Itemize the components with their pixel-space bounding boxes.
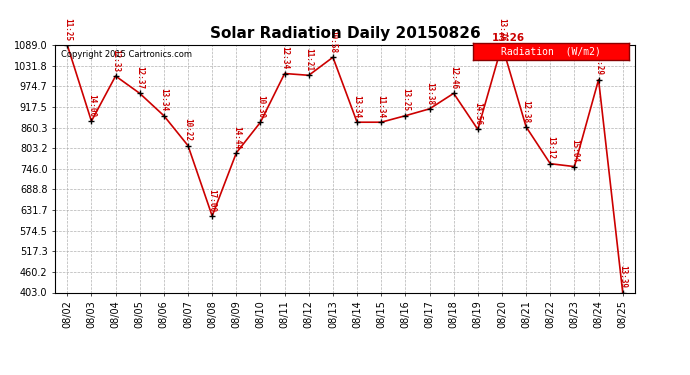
Text: 15:04: 15:04 [570,139,579,162]
Text: 13:38: 13:38 [425,82,434,105]
Text: 11:21: 11:21 [304,48,313,71]
Text: 13:12: 13:12 [546,136,555,159]
Text: 12:38: 12:38 [522,100,531,123]
Text: 11:34: 11:34 [377,95,386,118]
Text: 10:22: 10:22 [184,118,193,141]
Text: 10:30: 10:30 [256,95,265,118]
Text: 10:58: 10:58 [328,30,337,53]
Text: 13:26: 13:26 [497,18,506,41]
Text: 14:00: 14:00 [87,94,96,117]
Text: 12:33: 12:33 [111,49,120,72]
Text: 13:25: 13:25 [401,88,410,111]
Text: 12:29: 12:29 [594,53,603,75]
Text: 12:34: 12:34 [280,46,289,69]
Text: Copyright 2015 Cartronics.com: Copyright 2015 Cartronics.com [61,50,192,59]
Text: 14:44: 14:44 [232,126,241,149]
Text: 13:26: 13:26 [492,33,525,42]
Text: 13:39: 13:39 [618,265,627,288]
Text: 17:00: 17:00 [208,189,217,212]
Text: 13:34: 13:34 [159,88,168,111]
Text: 13:34: 13:34 [353,95,362,118]
Text: 14:56: 14:56 [473,102,482,125]
Text: 12:46: 12:46 [449,66,458,89]
Text: 11:25: 11:25 [63,18,72,41]
Title: Solar Radiation Daily 20150826: Solar Radiation Daily 20150826 [210,26,480,41]
Text: 12:37: 12:37 [135,66,144,89]
